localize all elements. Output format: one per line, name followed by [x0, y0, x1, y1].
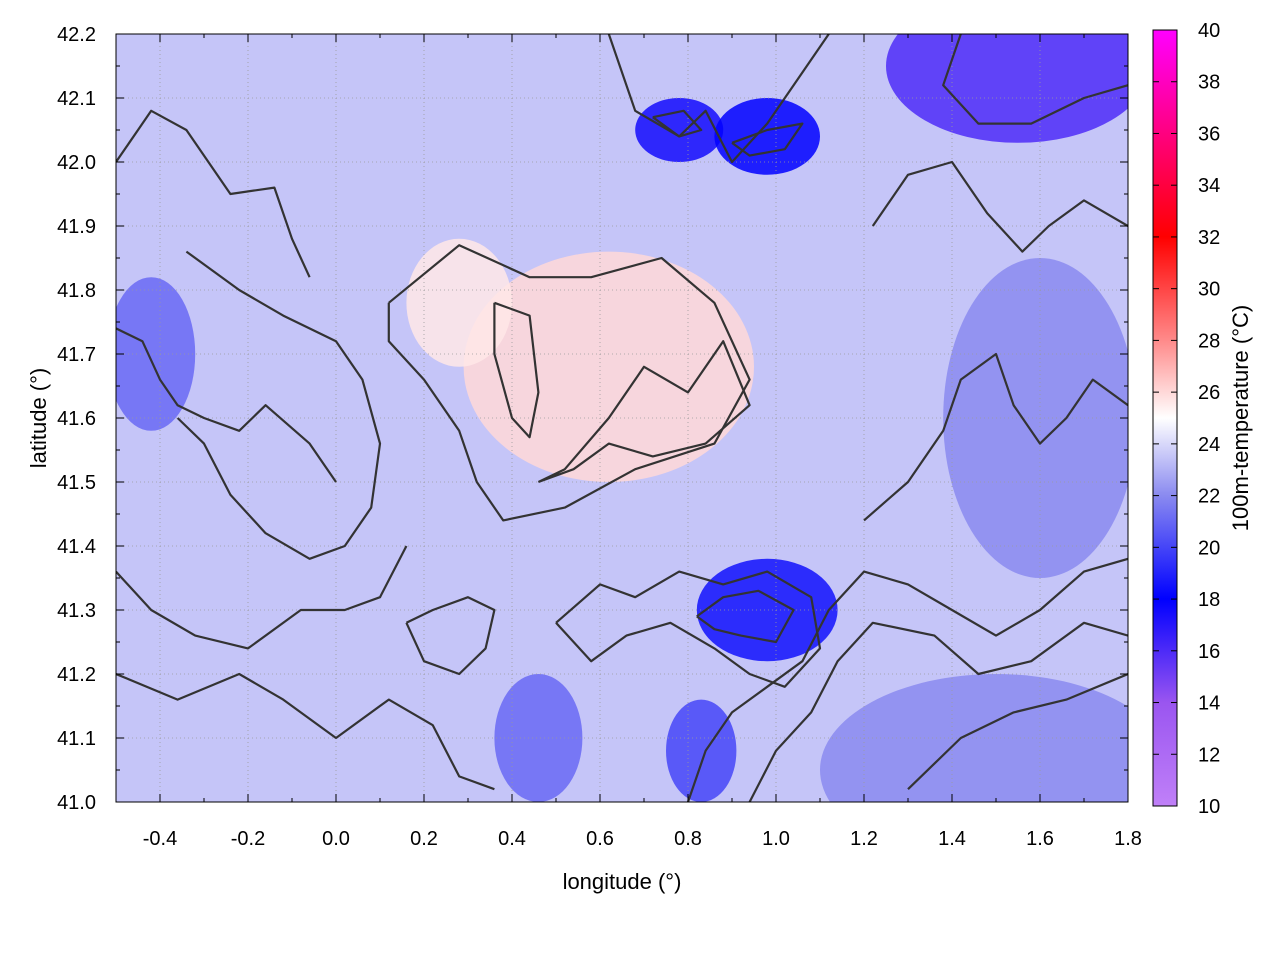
x-axis-label: longitude (°) [563, 869, 682, 894]
heatmap-region-flat-southeast [820, 674, 1128, 802]
heatmap-region-cold-north-1 [635, 98, 724, 162]
x-tick-label: -0.4 [143, 828, 177, 850]
colorbar-tick-label: 10 [1198, 796, 1220, 818]
contour-line [748, 621, 1128, 802]
contour-line [907, 672, 1128, 790]
heatmap-region-warm-west-center [406, 238, 512, 367]
y-tick-label: 41.8 [57, 280, 96, 302]
contour-line [863, 352, 1128, 522]
colorbar-tick-label: 14 [1198, 693, 1220, 715]
contour-line [537, 340, 751, 484]
y-tick-label: 42.0 [57, 152, 96, 174]
contour-line [555, 570, 822, 688]
y-axis-label: latitude (°) [26, 368, 51, 469]
x-tick-label: 0.6 [586, 828, 614, 850]
contour-line [607, 34, 830, 164]
x-tick-label: 1.8 [1114, 828, 1142, 850]
x-axis: -0.4 -0.2 0.0 0.2 0.4 0.6 0.8 1.0 1.2 1.4 1.6 1.8 [115, 34, 1142, 850]
colorbar-tick-label: 26 [1198, 382, 1220, 404]
colorbar-tick-label: 38 [1198, 72, 1220, 94]
heatmap-region-cold-southeast-1 [696, 558, 838, 662]
colorbar [1152, 29, 1178, 807]
contour-line [871, 160, 1128, 253]
x-tick-label: 0.2 [410, 828, 438, 850]
heatmap-region-cold-northeast-corner [886, 34, 1128, 143]
x-tick-label: 0.4 [498, 828, 526, 850]
colorbar-tick-label: 28 [1198, 330, 1220, 352]
y-tick-label: 41.2 [57, 664, 96, 686]
heatmap-region-cool-west [116, 277, 196, 431]
y-axis: 41.0 41.1 41.2 41.3 41.4 41.5 41.6 41.7 41.8 41.9… [57, 24, 1128, 814]
y-tick-label: 42.2 [57, 24, 96, 46]
contour-line [116, 545, 408, 650]
heatmap-region-cold-southeast-2 [666, 699, 737, 802]
colorbar-tick-label: 16 [1198, 641, 1220, 663]
contour-line [405, 596, 496, 676]
contour-line [493, 301, 540, 439]
y-tick-label: 41.6 [57, 408, 96, 430]
y-tick-label: 41.9 [57, 216, 96, 238]
x-tick-label: -0.2 [231, 828, 265, 850]
colorbar-tick-label: 32 [1198, 227, 1220, 249]
contour-line [387, 244, 751, 522]
heatmap-region-cool-east [943, 258, 1128, 578]
colorbar-tick-label: 24 [1198, 434, 1220, 456]
y-tick-label: 41.5 [57, 472, 96, 494]
colorbar-ticks: 10 12 14 16 18 20 22 24 26 28 30 32 34 36 38 40 [1153, 20, 1220, 818]
contour-line [686, 557, 1128, 802]
contour-layer [116, 34, 1128, 802]
colorbar-label: 100m-temperature (°C) [1228, 305, 1253, 531]
x-tick-label: 0.8 [674, 828, 702, 850]
grid-layer [116, 34, 1128, 802]
contour-line [652, 109, 703, 138]
y-tick-label: 41.7 [57, 344, 96, 366]
x-tick-label: 1.4 [938, 828, 966, 850]
colorbar-tick-label: 12 [1198, 744, 1220, 766]
contour-line [942, 34, 1128, 125]
colorbar-tick-label: 36 [1198, 123, 1220, 145]
contour-line [116, 672, 495, 791]
contour-line [696, 589, 795, 644]
x-tick-label: 0.0 [322, 828, 350, 850]
x-tick-label: 1.0 [762, 828, 790, 850]
x-tick-label: 1.6 [1026, 828, 1054, 850]
colorbar-tick-label: 20 [1198, 537, 1220, 559]
y-tick-label: 41.3 [57, 600, 96, 622]
contour-line [176, 250, 382, 560]
heatmap-region-warm-center [463, 251, 754, 482]
y-tick-label: 41.4 [57, 536, 96, 558]
contour-line [116, 109, 311, 278]
contour-line [731, 122, 804, 157]
contour-line [116, 327, 337, 483]
y-tick-label: 41.0 [57, 792, 96, 814]
colorbar-tick-label: 30 [1198, 279, 1220, 301]
colorbar-tick-label: 34 [1198, 175, 1220, 197]
heatmap-layer [116, 34, 1128, 802]
colorbar-tick-label: 40 [1198, 20, 1220, 42]
y-tick-label: 42.1 [57, 88, 96, 110]
y-tick-label: 41.1 [57, 728, 96, 750]
heatmap-region-cold-north-2 [714, 97, 820, 175]
x-tick-label: 1.2 [850, 828, 878, 850]
heatmap-region-cool-south-center [494, 674, 583, 802]
colorbar-tick-label: 18 [1198, 589, 1220, 611]
colorbar-tick-label: 22 [1198, 486, 1220, 508]
